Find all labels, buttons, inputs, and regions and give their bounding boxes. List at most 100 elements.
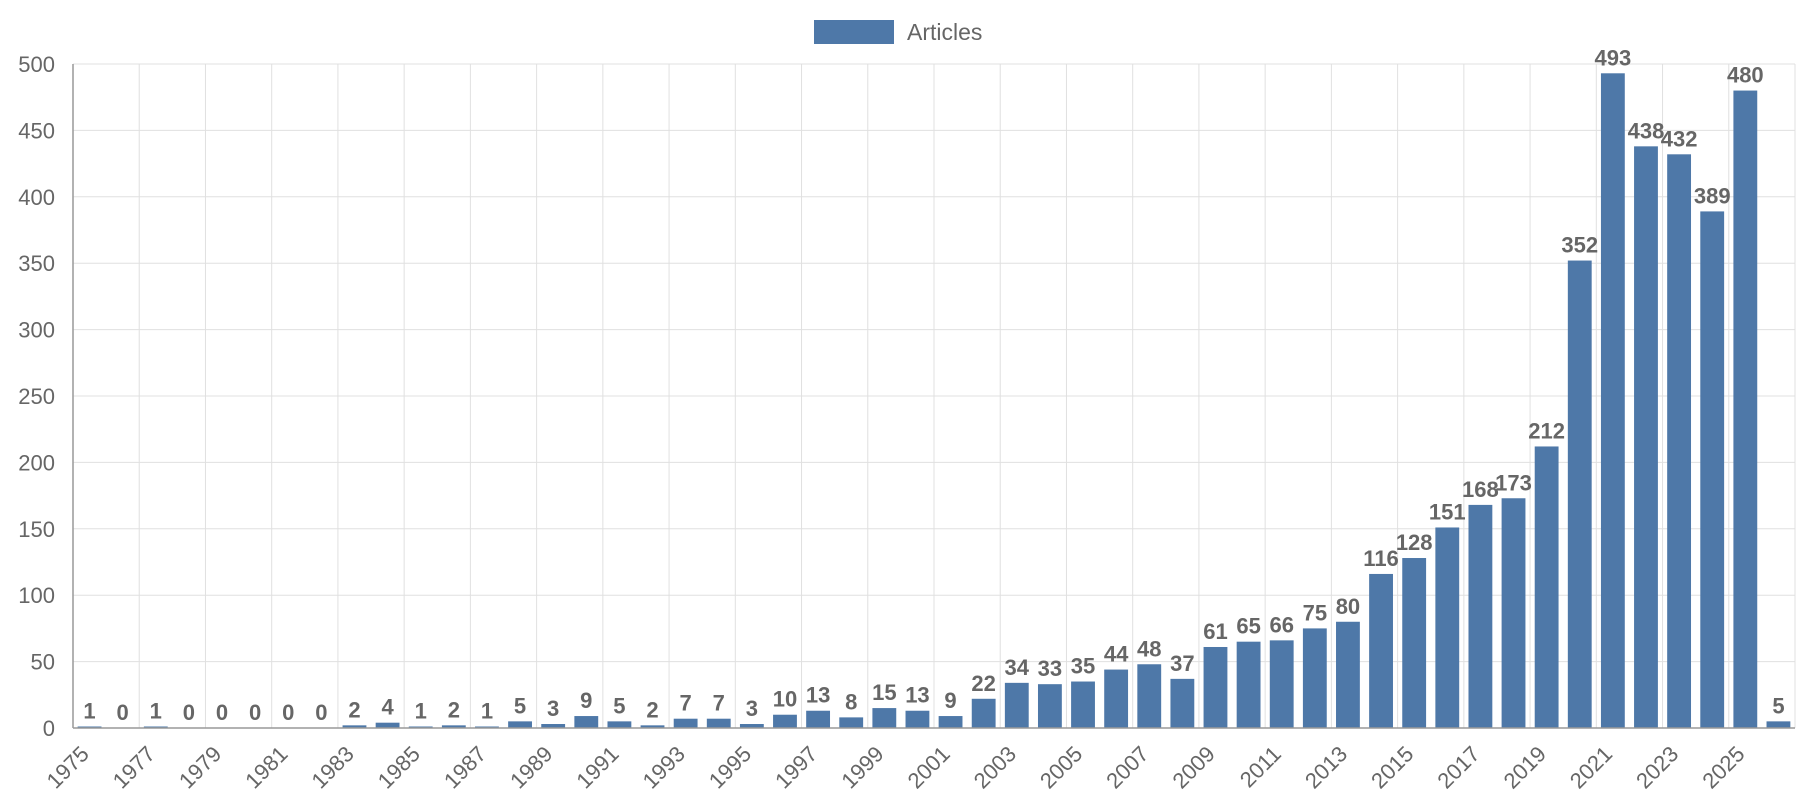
y-tick-label: 200 <box>18 450 55 475</box>
bar-1996 <box>773 714 797 728</box>
x-tick-label: 2007 <box>1101 741 1153 793</box>
data-label-1985: 1 <box>415 699 427 724</box>
bar-2013 <box>1336 621 1360 728</box>
data-label-2016: 151 <box>1429 499 1466 524</box>
bar-1984 <box>375 722 400 728</box>
bar-2015 <box>1402 558 1427 728</box>
data-label-2013: 80 <box>1336 594 1360 619</box>
bar-2002 <box>971 698 996 728</box>
data-label-2003: 34 <box>1005 655 1030 680</box>
bar-1992 <box>640 725 665 728</box>
data-label-2018: 173 <box>1495 470 1532 495</box>
data-label-2026: 5 <box>1772 693 1784 718</box>
data-label-1975: 1 <box>83 699 95 724</box>
bar-1989 <box>541 724 566 728</box>
data-label-1995: 3 <box>746 696 758 721</box>
data-label-2009: 61 <box>1203 619 1227 644</box>
data-label-2006: 44 <box>1104 642 1129 667</box>
bar-2022 <box>1634 146 1658 728</box>
x-tick-label: 2011 <box>1235 741 1286 792</box>
data-label-2001: 9 <box>944 688 956 713</box>
x-tick-label: 1987 <box>439 741 491 793</box>
bar-2005 <box>1071 681 1095 728</box>
data-label-2015: 128 <box>1396 530 1433 555</box>
y-tick-label: 250 <box>18 384 55 409</box>
data-label-1996: 10 <box>773 687 797 712</box>
data-label-1992: 2 <box>646 697 658 722</box>
bar-2003 <box>1004 682 1029 728</box>
bar-2026 <box>1766 721 1791 728</box>
x-tick-label: 1993 <box>638 741 690 793</box>
data-label-2004: 33 <box>1038 656 1062 681</box>
bars <box>77 73 1791 728</box>
data-label-1976: 0 <box>117 700 129 725</box>
data-label-1997: 13 <box>806 683 830 708</box>
data-label-2021: 493 <box>1595 45 1632 70</box>
data-label-1993: 7 <box>680 691 692 716</box>
bar-2018 <box>1501 498 1526 728</box>
bar-2011 <box>1269 640 1294 728</box>
bar-1988 <box>508 721 532 728</box>
bar-2021 <box>1600 73 1625 728</box>
data-label-1990: 9 <box>580 688 592 713</box>
x-tick-label: 2009 <box>1167 741 1219 793</box>
data-label-2017: 168 <box>1462 477 1499 502</box>
y-tick-label: 50 <box>31 650 55 675</box>
x-tick-label: 1983 <box>306 741 358 793</box>
bar-1997 <box>806 710 831 728</box>
bar-2020 <box>1567 260 1592 728</box>
x-tick-label: 1995 <box>704 741 756 793</box>
bar-1993 <box>673 718 698 728</box>
data-label-1982: 0 <box>315 700 327 725</box>
y-tick-label: 350 <box>18 251 55 276</box>
bar-2016 <box>1435 527 1460 728</box>
data-label-1979: 0 <box>216 700 228 725</box>
data-label-1989: 3 <box>547 696 559 721</box>
data-label-1981: 0 <box>282 700 294 725</box>
bar-2008 <box>1170 678 1195 728</box>
data-label-1994: 7 <box>713 691 725 716</box>
bar-2009 <box>1203 646 1228 728</box>
x-tick-label: 1977 <box>108 741 160 793</box>
data-label-2023: 432 <box>1661 126 1698 151</box>
data-label-2020: 352 <box>1561 233 1598 258</box>
chart-legend: Articles <box>814 19 982 45</box>
y-tick-label: 100 <box>18 583 55 608</box>
data-label-2014: 116 <box>1363 546 1399 571</box>
data-label-2025: 480 <box>1727 63 1764 88</box>
y-tick-label: 0 <box>43 716 55 741</box>
y-tick-label: 400 <box>18 185 55 210</box>
data-label-2019: 212 <box>1528 418 1565 443</box>
bar-2019 <box>1534 446 1559 728</box>
x-tick-label: 1975 <box>42 741 94 793</box>
data-label-1999: 15 <box>872 680 896 705</box>
data-label-1987: 1 <box>481 699 493 724</box>
data-label-1980: 0 <box>249 700 261 725</box>
bar-1983 <box>342 725 367 728</box>
bar-2014 <box>1369 573 1393 728</box>
data-label-1983: 2 <box>348 697 360 722</box>
data-label-1984: 4 <box>381 695 394 720</box>
x-tick-label: 2015 <box>1366 741 1418 793</box>
data-label-2010: 65 <box>1236 614 1260 639</box>
data-label-2024: 389 <box>1694 183 1731 208</box>
data-label-1986: 2 <box>448 697 460 722</box>
data-label-2005: 35 <box>1071 654 1095 679</box>
data-label-2007: 48 <box>1137 636 1161 661</box>
x-tick-label: 1997 <box>770 741 822 793</box>
y-tick-label: 300 <box>18 318 55 343</box>
bar-2007 <box>1137 664 1162 728</box>
data-label-2011: 66 <box>1269 612 1293 637</box>
data-label-1998: 8 <box>845 689 857 714</box>
bar-1998 <box>839 717 864 728</box>
x-tick-label: 1985 <box>373 741 425 793</box>
x-tick-label: 2005 <box>1035 741 1087 793</box>
bar-2001 <box>938 716 963 728</box>
data-label-2008: 37 <box>1170 651 1194 676</box>
bar-1995 <box>739 724 764 728</box>
x-tick-label: 2025 <box>1697 741 1749 793</box>
x-tick-label: 2001 <box>903 741 955 793</box>
x-tick-label: 1981 <box>240 741 292 793</box>
